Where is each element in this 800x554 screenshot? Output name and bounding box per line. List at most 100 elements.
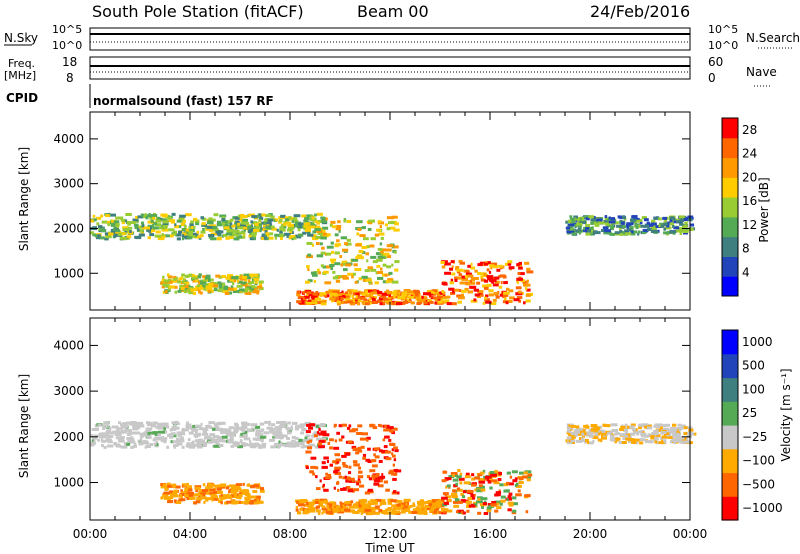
range-cell <box>630 230 634 234</box>
range-cell <box>603 220 608 224</box>
range-cell <box>302 444 307 448</box>
range-cell <box>441 479 447 483</box>
range-cell <box>185 285 189 289</box>
range-cell <box>323 234 329 238</box>
range-cell <box>379 503 382 507</box>
range-cell <box>349 429 356 433</box>
range-cell <box>105 430 110 434</box>
range-cell <box>421 295 424 299</box>
range-cell <box>218 500 223 503</box>
range-cell <box>181 228 188 231</box>
range-cell <box>451 265 454 269</box>
range-cell <box>200 496 207 500</box>
range-cell <box>296 225 302 229</box>
range-cell <box>302 500 309 503</box>
range-cell <box>158 430 165 434</box>
range-cell <box>445 477 449 481</box>
range-cell <box>316 242 320 245</box>
range-cell <box>194 234 197 238</box>
range-cell <box>173 445 176 449</box>
range-cell <box>269 232 274 236</box>
range-cell <box>393 427 398 431</box>
range-cell <box>126 235 132 239</box>
range-cell <box>285 216 292 220</box>
range-cell <box>188 230 193 234</box>
range-cell <box>393 511 397 515</box>
range-cell <box>592 216 596 219</box>
range-cell <box>441 298 444 302</box>
range-cell <box>225 236 230 240</box>
range-cell <box>340 297 344 301</box>
range-cell <box>620 425 626 429</box>
range-cell <box>349 302 356 306</box>
range-cell <box>480 293 484 297</box>
range-cell <box>465 270 470 274</box>
range-cell <box>389 443 396 446</box>
range-cell <box>162 290 167 294</box>
range-cell <box>320 423 326 427</box>
range-cell <box>401 509 406 513</box>
range-cell <box>581 432 587 436</box>
range-cell <box>575 439 583 443</box>
range-cell <box>669 222 673 226</box>
range-cell <box>110 223 116 227</box>
range-cell <box>633 438 640 442</box>
range-cell <box>587 229 591 233</box>
range-cell <box>495 295 500 299</box>
range-cell <box>379 501 387 505</box>
range-cell <box>180 498 186 502</box>
range-cell <box>184 234 191 237</box>
range-cell <box>215 230 219 234</box>
range-cell <box>291 237 294 241</box>
range-cell <box>516 280 520 284</box>
range-cell <box>140 213 144 217</box>
range-cell <box>162 484 166 488</box>
range-cell <box>386 244 394 248</box>
range-cell <box>188 291 194 295</box>
range-cell <box>258 500 264 504</box>
range-cell <box>221 234 224 238</box>
range-cell <box>493 481 500 485</box>
ytick-label: 2000 <box>53 430 84 444</box>
range-cell <box>441 282 447 286</box>
range-cell <box>512 479 518 483</box>
range-cell <box>642 431 645 435</box>
range-cell <box>90 231 94 235</box>
range-cell <box>367 500 370 504</box>
range-cell <box>356 432 363 435</box>
range-cell <box>259 487 265 491</box>
range-cell <box>243 228 246 232</box>
range-cell <box>291 219 299 223</box>
range-cell <box>432 296 437 300</box>
range-cell <box>646 221 650 225</box>
range-cell <box>139 432 145 436</box>
range-cell <box>467 274 474 278</box>
range-cell <box>210 494 217 497</box>
range-cell <box>199 489 205 493</box>
range-cell <box>223 287 228 291</box>
range-cell <box>688 426 693 430</box>
ytick-label: 4000 <box>53 132 84 146</box>
range-cell <box>638 426 642 430</box>
range-cell <box>238 426 244 430</box>
range-cell <box>615 432 620 435</box>
range-cell <box>311 434 316 438</box>
range-cell <box>406 299 411 303</box>
range-cell <box>370 300 378 304</box>
range-cell <box>482 469 486 473</box>
range-cell <box>314 297 321 301</box>
range-cell <box>480 278 486 282</box>
range-cell <box>365 278 372 282</box>
range-cell <box>674 432 680 436</box>
range-cell <box>507 501 514 505</box>
range-cell <box>568 230 575 234</box>
range-cell <box>306 434 311 438</box>
range-cell <box>337 220 341 224</box>
range-cell <box>196 441 202 445</box>
range-cell <box>369 281 372 285</box>
range-cell <box>356 295 362 299</box>
range-cell <box>250 285 254 289</box>
range-cell <box>283 225 287 229</box>
range-cell <box>279 436 283 440</box>
range-cell <box>205 436 212 440</box>
